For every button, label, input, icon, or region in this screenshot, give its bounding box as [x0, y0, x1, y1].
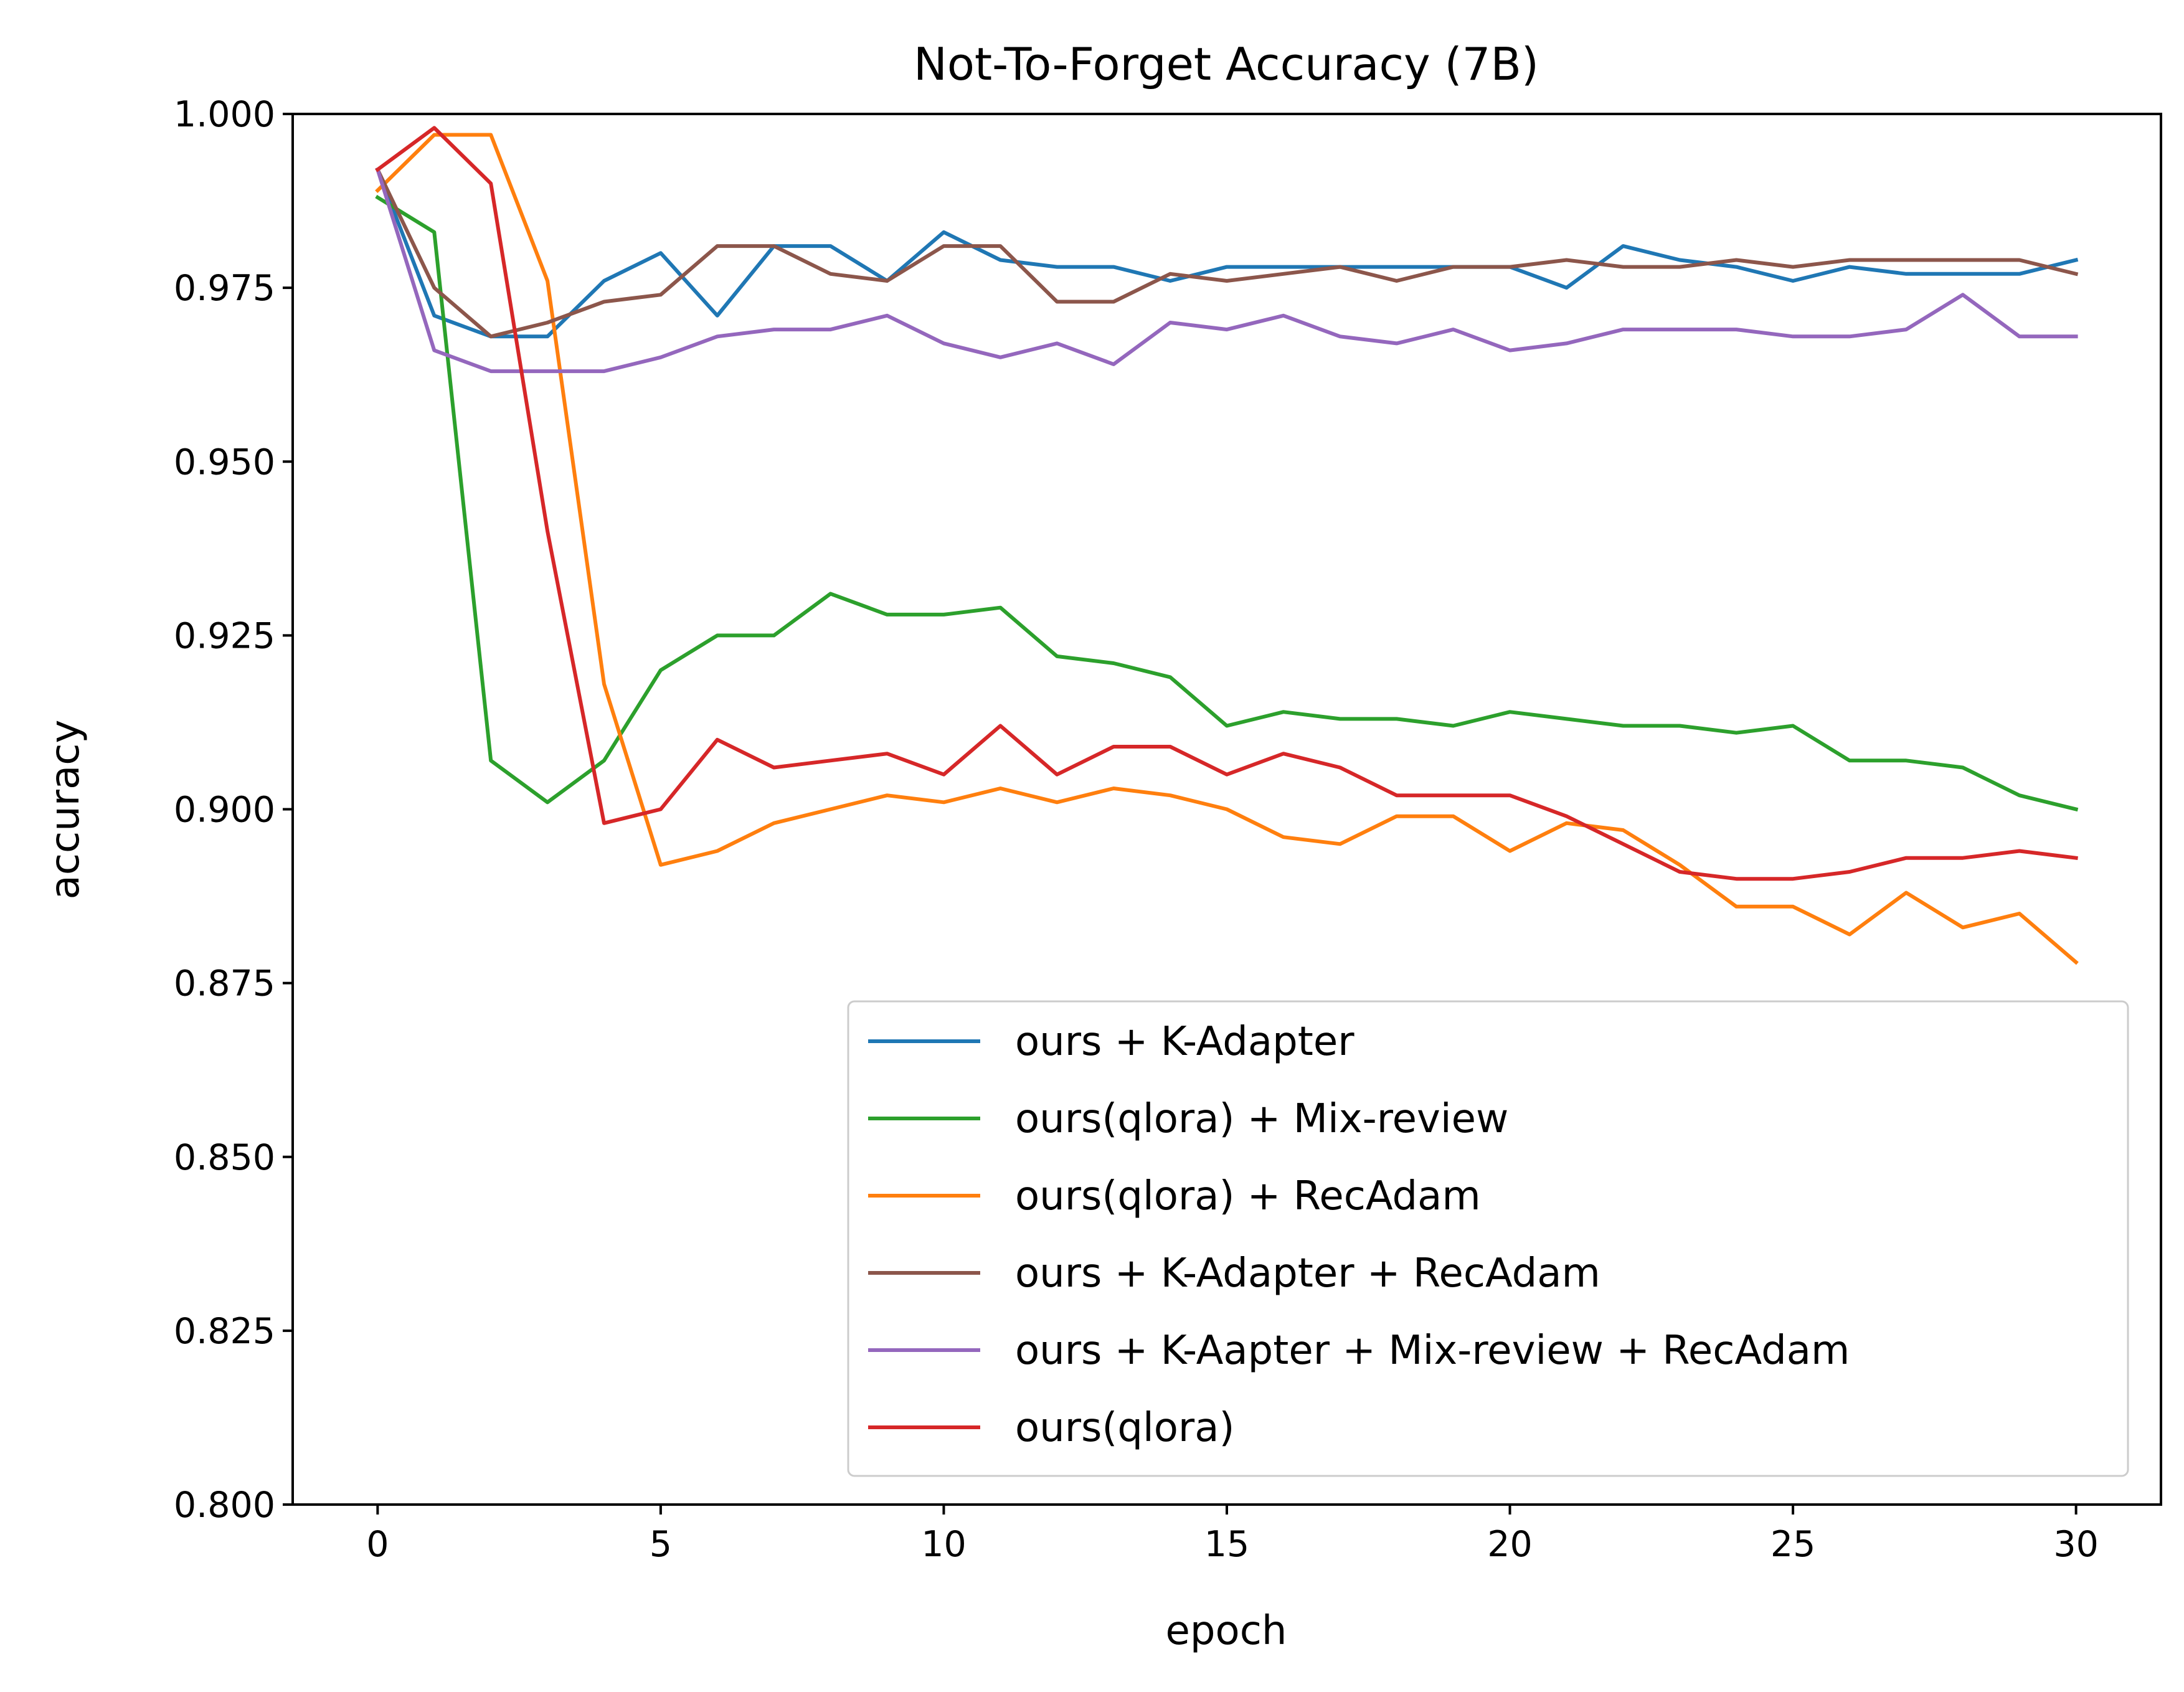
y-tick-label: 0.925 [174, 615, 275, 656]
x-tick-label: 25 [1770, 1524, 1816, 1565]
legend-label: ours + K-Aapter + Mix-review + RecAdam [1015, 1328, 1850, 1374]
legend-label: ours(qlora) + Mix-review [1015, 1096, 1508, 1142]
y-tick-label: 0.825 [174, 1311, 275, 1352]
legend: ours + K-Adapter ours(qlora) + Mix-review… [847, 1000, 2129, 1477]
y-tick-label: 0.900 [174, 790, 275, 831]
x-tick-label: 0 [366, 1524, 389, 1565]
series-line-6 [375, 126, 2078, 881]
y-axis: 0.800 0.825 0.850 0.875 0.900 0.925 0.950 0.975… [174, 94, 293, 1526]
x-axis: 0 5 10 15 20 25 30 [366, 1505, 2099, 1565]
series-line-2 [375, 194, 2079, 812]
legend-box [847, 1000, 2129, 1477]
y-tick-label: 1.000 [174, 94, 275, 135]
y-tick-label: 0.800 [174, 1485, 275, 1526]
x-tick-label: 20 [1487, 1524, 1533, 1565]
series-lines [375, 126, 2079, 965]
legend-label: ours(qlora) [1015, 1405, 1234, 1451]
y-tick-label: 0.875 [174, 963, 275, 1004]
series-line-3 [375, 133, 2079, 965]
y-tick-label: 0.950 [174, 442, 275, 483]
legend-label: ours + K-Adapter + RecAdam [1015, 1250, 1600, 1297]
x-tick-label: 15 [1204, 1524, 1250, 1565]
series-line-4 [375, 167, 2079, 339]
y-tick-label: 0.975 [174, 268, 275, 309]
legend-label: ours(qlora) + RecAdam [1015, 1173, 1481, 1219]
x-tick-label: 30 [2053, 1524, 2099, 1565]
y-axis-label: accuracy [42, 720, 88, 900]
x-tick-label: 5 [650, 1524, 672, 1565]
x-axis-label: epoch [1166, 1608, 1287, 1654]
x-tick-label: 10 [921, 1524, 967, 1565]
series-line-5 [375, 167, 2078, 374]
y-tick-label: 0.850 [174, 1137, 275, 1178]
chart-title: Not-To-Forget Accuracy (7B) [914, 38, 1539, 90]
series-line-1 [375, 167, 2079, 339]
legend-label: ours + K-Adapter [1015, 1019, 1354, 1065]
